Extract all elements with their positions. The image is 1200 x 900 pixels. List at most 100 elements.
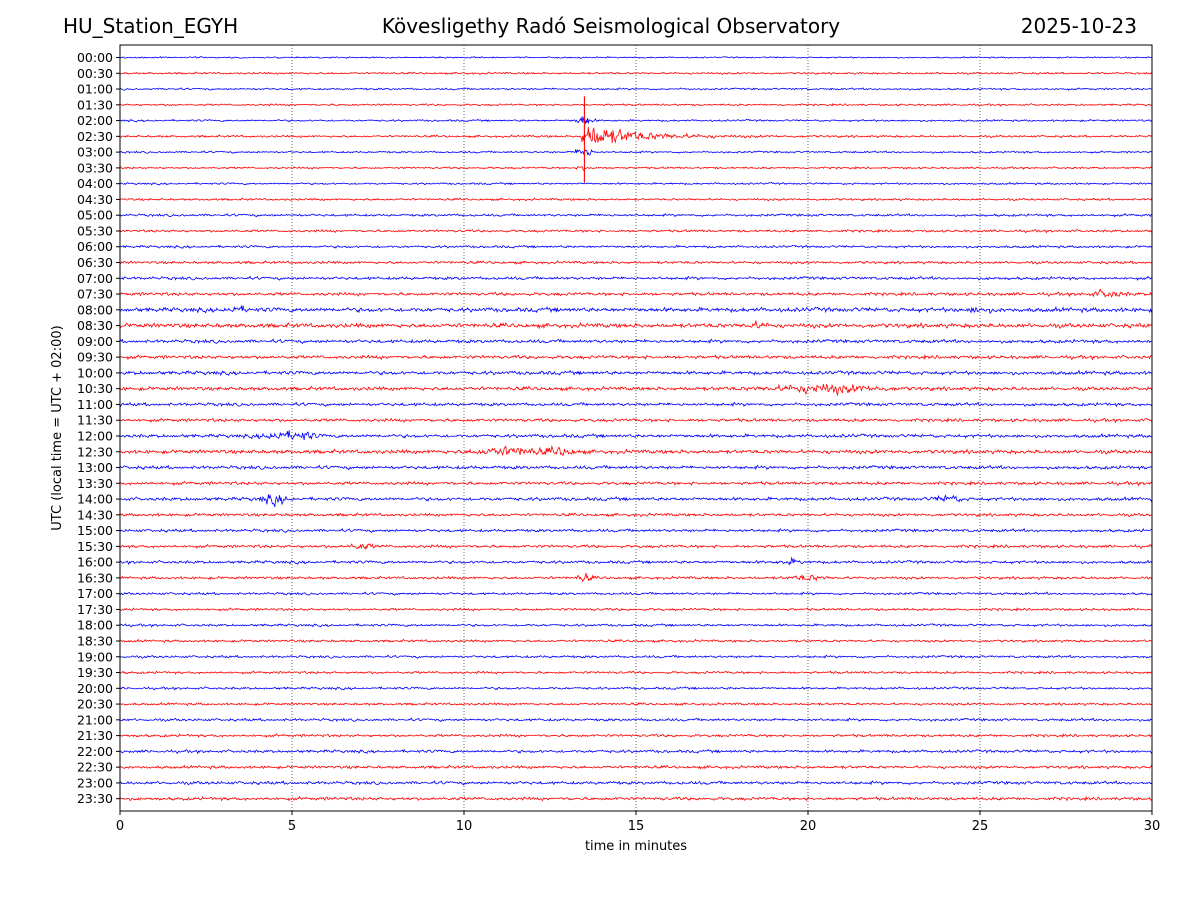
- trace-15:30: [119, 542, 1153, 551]
- trace-00:00: [119, 56, 1153, 59]
- trace-08:00: [119, 304, 1153, 315]
- y-tick-label-25: 12:30: [77, 444, 113, 459]
- y-tick-label-20: 10:00: [77, 365, 113, 380]
- x-axis-label: time in minutes: [585, 839, 687, 854]
- y-tick-label-15: 07:30: [77, 287, 113, 302]
- y-tick-label-41: 20:30: [77, 697, 113, 712]
- trace-13:00: [119, 464, 1153, 471]
- trace-20:30: [119, 701, 1153, 707]
- trace-17:00: [119, 591, 1153, 596]
- trace-14:30: [119, 512, 1153, 518]
- y-tick-label-46: 23:00: [77, 775, 113, 790]
- y-tick-label-42: 21:00: [77, 712, 113, 727]
- y-tick-label-6: 03:00: [77, 145, 113, 160]
- trace-05:30: [119, 228, 1153, 234]
- trace-12:00: [119, 430, 1153, 441]
- y-tick-label-0: 00:00: [77, 50, 113, 65]
- station-label: HU_Station_EGYH: [63, 14, 239, 38]
- trace-22:30: [119, 764, 1153, 770]
- y-tick-label-23: 11:30: [77, 413, 113, 428]
- y-tick-label-31: 15:30: [77, 539, 113, 554]
- y-tick-label-38: 19:00: [77, 649, 113, 664]
- x-tick-label-25: 25: [972, 819, 989, 834]
- y-tick-label-29: 14:30: [77, 507, 113, 522]
- y-tick-label-10: 05:00: [77, 208, 113, 223]
- x-tick-label-30: 30: [1144, 819, 1161, 834]
- x-tick-label-15: 15: [628, 819, 645, 834]
- y-tick-label-22: 11:00: [77, 397, 113, 412]
- y-tick-label-14: 07:00: [77, 271, 113, 286]
- y-tick-label-26: 13:00: [77, 460, 113, 475]
- trace-20:00: [119, 686, 1153, 691]
- trace-00:30: [119, 71, 1153, 76]
- y-tick-label-36: 18:00: [77, 618, 113, 633]
- trace-23:00: [119, 780, 1153, 786]
- y-axis-label: UTC (local time = UTC + 02:00): [50, 325, 65, 530]
- trace-14:00: [119, 493, 1153, 508]
- trace-02:00: [119, 116, 1153, 125]
- y-tick-label-35: 17:30: [77, 602, 113, 617]
- seismic-traces: [119, 56, 1153, 802]
- y-tick-label-11: 05:30: [77, 223, 113, 238]
- trace-10:30: [119, 383, 1153, 397]
- trace-03:00: [119, 148, 1153, 156]
- date-label: 2025-10-23: [1020, 14, 1137, 38]
- x-tick-label-10: 10: [456, 819, 473, 834]
- y-tick-label-3: 01:30: [77, 97, 113, 112]
- trace-07:00: [119, 275, 1153, 281]
- trace-15:00: [119, 528, 1153, 534]
- trace-11:00: [119, 401, 1153, 408]
- trace-16:00: [119, 556, 1153, 566]
- y-tick-label-17: 08:30: [77, 318, 113, 333]
- y-tick-label-28: 14:00: [77, 492, 113, 507]
- y-tick-label-19: 09:30: [77, 350, 113, 365]
- y-tick-label-7: 03:30: [77, 160, 113, 175]
- y-axis-ticks: 00:0000:3001:0001:3002:0002:3003:0003:30…: [77, 50, 120, 806]
- trace-12:30: [119, 444, 1153, 457]
- chart-title: Kövesligethy Radó Seismological Observat…: [381, 14, 841, 38]
- y-tick-label-5: 02:30: [77, 129, 113, 144]
- trace-18:00: [119, 623, 1153, 628]
- y-tick-label-24: 12:00: [77, 428, 113, 443]
- y-tick-label-34: 17:00: [77, 586, 113, 601]
- x-tick-label-0: 0: [116, 819, 124, 834]
- y-tick-label-27: 13:30: [77, 476, 113, 491]
- trace-03:30: [119, 165, 1153, 171]
- trace-05:00: [119, 213, 1153, 218]
- trace-08:30: [119, 320, 1153, 330]
- y-tick-label-30: 15:00: [77, 523, 113, 538]
- y-tick-label-32: 16:00: [77, 555, 113, 570]
- y-tick-label-1: 00:30: [77, 66, 113, 81]
- trace-19:30: [119, 670, 1153, 675]
- trace-19:00: [119, 654, 1153, 659]
- trace-11:30: [119, 417, 1153, 424]
- y-tick-label-4: 02:00: [77, 113, 113, 128]
- y-tick-label-39: 19:30: [77, 665, 113, 680]
- trace-01:30: [119, 102, 1153, 107]
- y-tick-label-37: 18:30: [77, 633, 113, 648]
- trace-22:00: [119, 748, 1153, 755]
- y-tick-label-47: 23:30: [77, 791, 113, 806]
- trace-17:30: [119, 607, 1153, 612]
- y-tick-label-45: 22:30: [77, 760, 113, 775]
- y-tick-label-13: 06:30: [77, 255, 113, 270]
- x-axis-ticks: 0 5 10 15 20 25 30: [116, 811, 1160, 834]
- trace-18:30: [119, 638, 1153, 644]
- grid-lines: [291, 45, 981, 811]
- trace-16:30: [119, 572, 1153, 583]
- trace-10:00: [119, 369, 1153, 377]
- trace-06:30: [119, 260, 1153, 265]
- y-tick-label-43: 21:30: [77, 728, 113, 743]
- trace-01:00: [119, 87, 1153, 91]
- y-tick-label-44: 22:00: [77, 744, 113, 759]
- trace-13:30: [119, 480, 1153, 487]
- y-tick-label-12: 06:00: [77, 239, 113, 254]
- trace-09:30: [119, 353, 1153, 361]
- y-tick-label-9: 04:30: [77, 192, 113, 207]
- y-tick-label-16: 08:00: [77, 302, 113, 317]
- trace-04:30: [119, 197, 1153, 202]
- trace-04:00: [119, 181, 1153, 186]
- x-tick-label-5: 5: [288, 819, 296, 834]
- y-tick-label-8: 04:00: [77, 176, 113, 191]
